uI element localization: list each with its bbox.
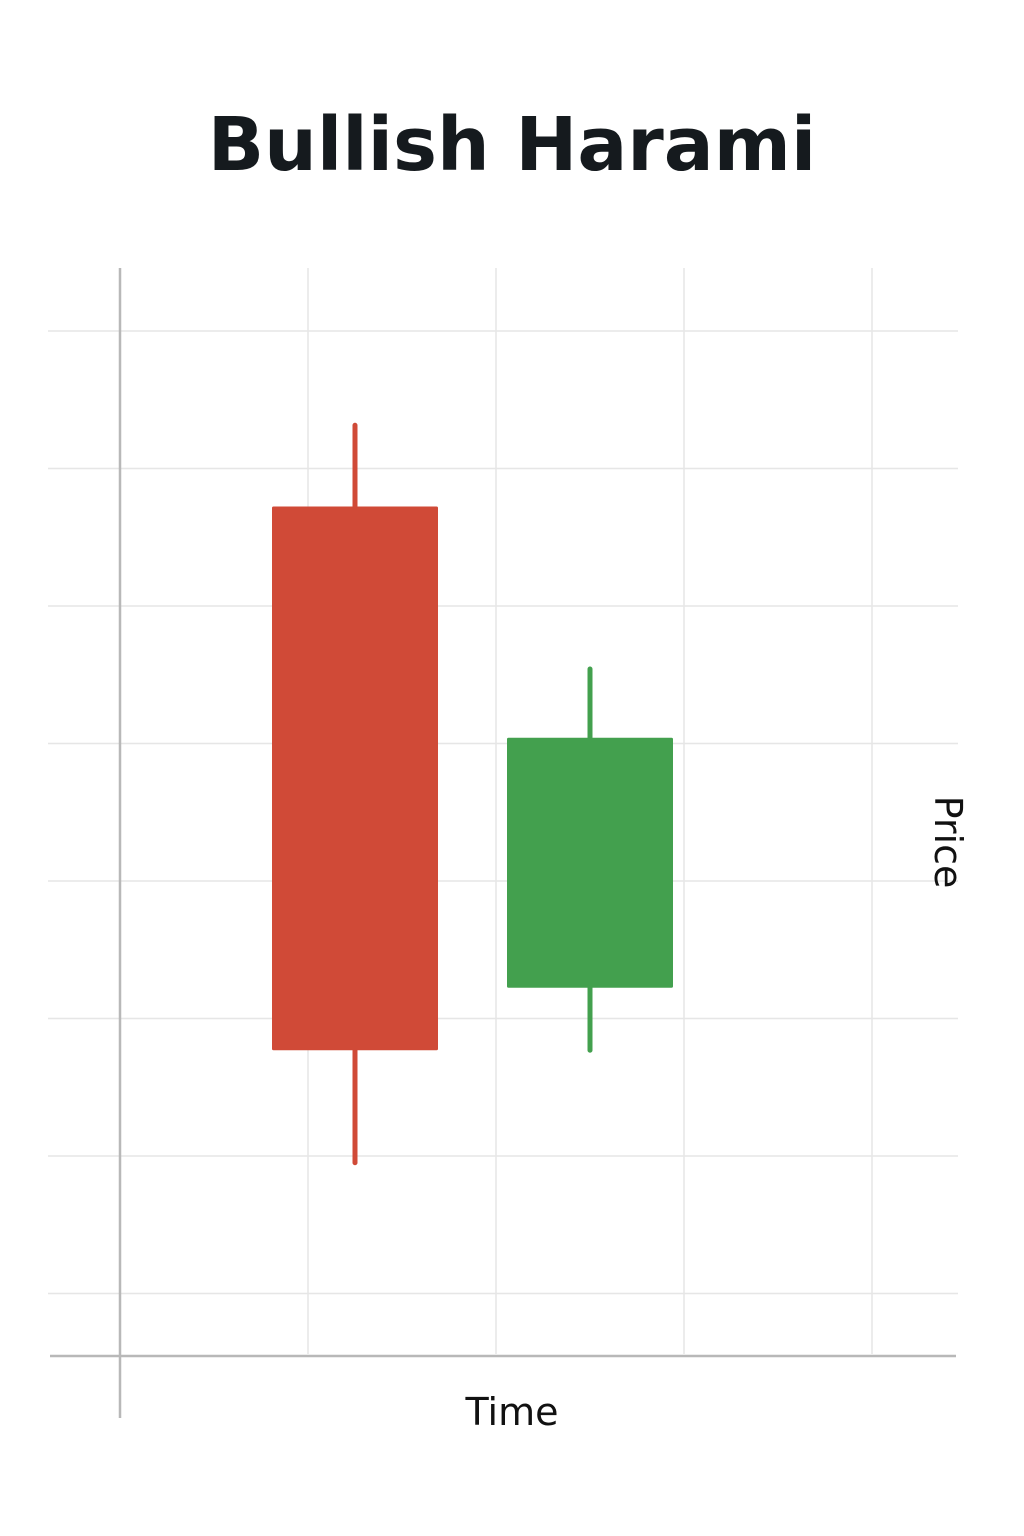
x-axis-label: Time (465, 1390, 559, 1434)
bearish-candle-body (272, 506, 438, 1051)
grid-lines (48, 268, 958, 1354)
y-axis-label: Price (926, 796, 970, 889)
chart-title: Bullish Harami (208, 102, 816, 188)
bullish-candle-body (507, 737, 673, 988)
candles (272, 422, 673, 1166)
axes (50, 268, 956, 1418)
